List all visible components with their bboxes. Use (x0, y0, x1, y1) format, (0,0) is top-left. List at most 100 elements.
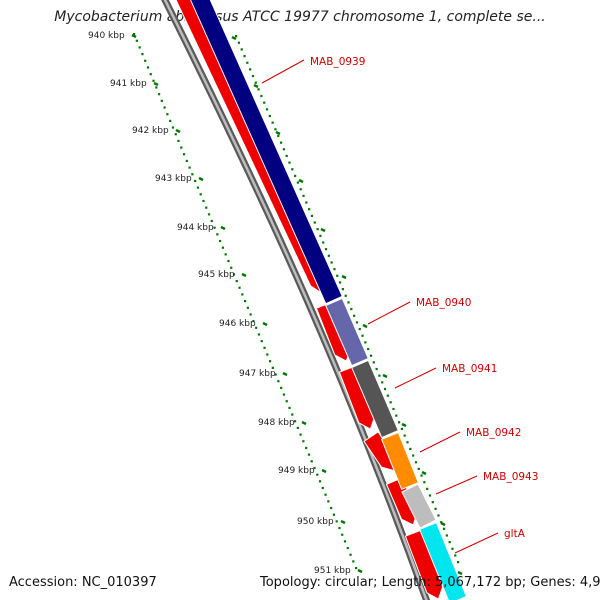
gene-label-leader (394, 367, 437, 389)
ruler-dot (414, 461, 418, 464)
ruler-tick (301, 420, 307, 426)
ruler-dot (336, 274, 339, 277)
ruler-tick (298, 178, 304, 184)
ruler-dot (282, 393, 286, 396)
ruler-dot (246, 61, 249, 64)
ruler-dot (271, 121, 274, 124)
ruler-dot (350, 307, 353, 311)
ruler-dot (344, 294, 347, 297)
ruler-dot (346, 546, 349, 550)
ruler-tick (231, 35, 237, 41)
ruler-dot (135, 39, 138, 42)
ruler-dot (364, 341, 367, 344)
ruler-dot (263, 346, 266, 349)
gene-label: MAB_0943 (483, 471, 538, 483)
gene-layer (190, 0, 467, 600)
ruler-dot (403, 434, 406, 437)
ruler-tick (357, 568, 363, 574)
ruler-tick-label: 942 kbp (132, 126, 169, 136)
ruler-dot (316, 228, 319, 231)
ruler-dot (327, 254, 330, 257)
ruler-dot (293, 420, 297, 423)
ruler-dot (397, 421, 401, 424)
ruler-dot (249, 68, 252, 71)
ruler-dot (205, 206, 208, 209)
ruler-dot (282, 148, 285, 151)
ruler-dot (280, 386, 283, 389)
ruler-dot (361, 334, 364, 337)
ruler-tick-label: 946 kbp (219, 319, 256, 329)
ruler-dot (263, 101, 266, 104)
ruler-dot (355, 567, 358, 570)
ruler-dot (260, 94, 263, 98)
ruler-dot (369, 354, 373, 357)
ruler-dot (448, 541, 451, 544)
backbone-layer (161, 0, 431, 600)
ruler-dot (353, 314, 356, 317)
ruler-dot (313, 466, 316, 470)
ruler-dot (305, 446, 308, 450)
ruler-dot (310, 214, 314, 217)
ruler-dot (213, 226, 216, 229)
ruler-dot (199, 193, 202, 196)
ruler-dot (400, 427, 403, 431)
ruler-tick-label: 948 kbp (258, 418, 295, 428)
gene-feature (351, 359, 399, 439)
ruler-dot (372, 361, 375, 364)
ruler-dot (241, 293, 244, 296)
ruler-dot (163, 106, 166, 109)
ruler-tick (262, 321, 268, 327)
ruler-tick (320, 227, 326, 233)
ruler-dot (255, 326, 258, 329)
ruler-tick (241, 272, 247, 278)
ruler-dot (171, 126, 175, 129)
gene-feature (190, 0, 343, 305)
ruler-dot (431, 501, 434, 504)
ruler-dot (251, 74, 255, 78)
ruler-dot (355, 321, 359, 324)
ruler-dot (257, 333, 261, 336)
ruler-dot (277, 380, 280, 383)
ruler-tick (253, 83, 259, 89)
ruler-dot (237, 41, 241, 44)
ruler-dot (252, 320, 255, 323)
ruler-dot (352, 560, 355, 563)
ruler-dot (434, 507, 437, 510)
ruler-dot (442, 527, 446, 530)
ruler-dot (358, 327, 361, 331)
gene-label: MAB_0941 (442, 363, 497, 375)
ruler-dot (288, 161, 291, 164)
ruler-tick (457, 570, 463, 576)
cds-layer (175, 0, 444, 600)
ruler-dot (202, 199, 205, 203)
gene-feature (419, 521, 467, 600)
ruler-tick (362, 323, 368, 329)
ruler-dot (169, 119, 172, 122)
ruler-dot (338, 526, 341, 530)
ruler-dot (274, 128, 277, 131)
ruler-dot (133, 33, 136, 36)
ruler-dot (185, 159, 188, 163)
ruler-dot (277, 134, 280, 138)
ruler-dot (330, 506, 333, 510)
ruler-dot (246, 306, 249, 309)
ruler-dot (219, 239, 222, 243)
ruler-dot (392, 407, 395, 411)
ruler-dot (207, 213, 211, 216)
ruler-dot (445, 534, 448, 537)
gene-label-leader (454, 532, 499, 554)
ruler-dot (341, 533, 344, 536)
ruler-dot (224, 253, 227, 256)
ruler-dot (324, 493, 327, 496)
ruler-dot (285, 400, 288, 403)
ruler-dot (367, 347, 370, 351)
gene-label: MAB_0939 (310, 56, 365, 68)
ruler-dot (138, 46, 141, 49)
ruler-dot (144, 59, 147, 62)
ruler-dot (279, 141, 283, 144)
ruler-dot (166, 113, 169, 116)
ruler-dot (406, 441, 409, 444)
ruler-dot (375, 367, 378, 371)
ruler-dot (302, 194, 305, 197)
